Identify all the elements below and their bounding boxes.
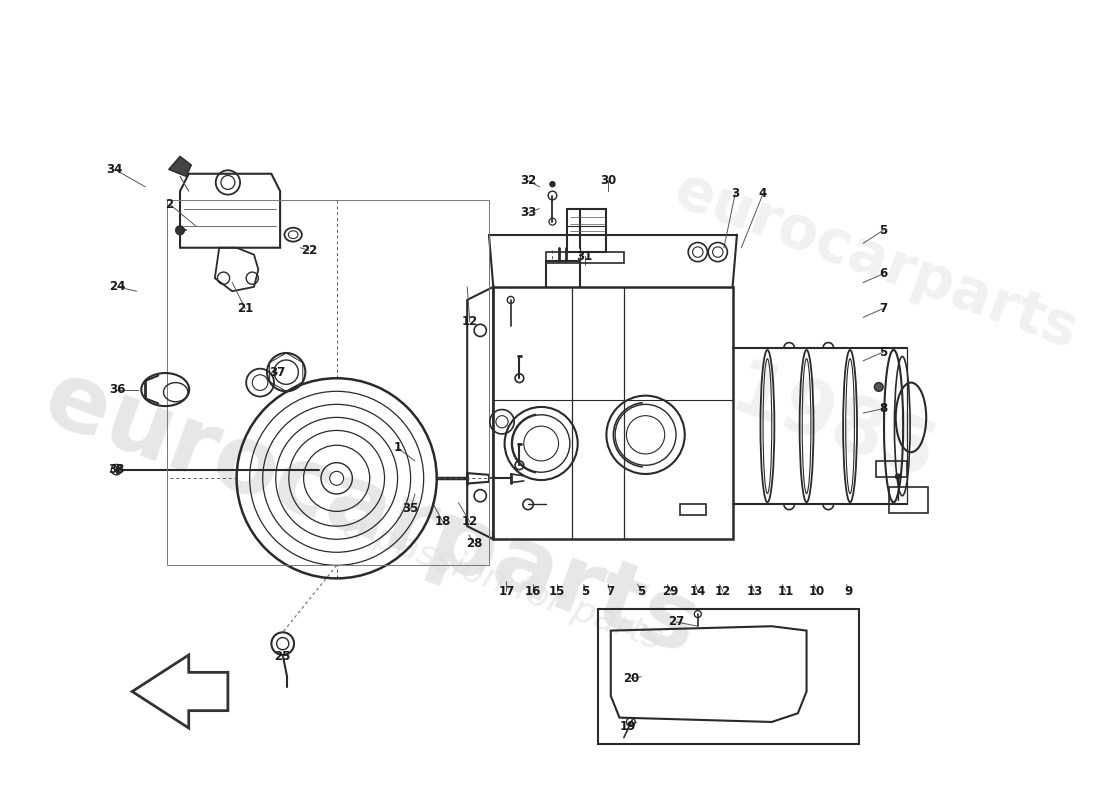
Bar [546,252,624,262]
Text: 6: 6 [879,267,888,280]
Text: 19: 19 [620,720,637,733]
Text: 5: 5 [637,585,646,598]
Text: 28: 28 [466,537,482,550]
Bar [597,609,859,744]
Text: 3: 3 [732,187,739,200]
Text: 11: 11 [778,585,794,598]
Text: 4: 4 [759,187,767,200]
Text: 1985: 1985 [720,355,945,498]
Text: 15: 15 [549,585,565,598]
Text: a passion for parts: a passion for parts [338,509,667,656]
Bar [889,487,928,513]
Text: 5: 5 [879,224,888,237]
Circle shape [895,474,901,479]
Circle shape [176,226,185,234]
Text: 25: 25 [275,650,290,663]
Bar [877,461,906,477]
Text: 32: 32 [520,174,536,187]
Text: 13: 13 [746,585,762,598]
Text: 34: 34 [107,163,123,176]
Text: 36: 36 [109,383,125,396]
Text: 5: 5 [582,585,590,598]
Text: 35: 35 [403,502,419,515]
Text: 20: 20 [623,672,639,685]
Text: 33: 33 [520,206,536,219]
Text: 7: 7 [606,585,614,598]
Text: 12: 12 [715,585,732,598]
Bar [568,209,606,252]
Polygon shape [168,156,191,176]
Text: 29: 29 [662,585,679,598]
Text: 30: 30 [600,174,616,187]
Text: 9: 9 [844,585,852,598]
Text: 18: 18 [434,515,451,528]
Text: 14: 14 [690,585,706,598]
Bar [681,505,706,515]
Text: eurocarparts: eurocarparts [32,352,711,674]
Text: 7: 7 [879,302,888,315]
Text: 10: 10 [808,585,825,598]
Bar [493,287,733,539]
Text: 37: 37 [270,366,286,378]
Text: 24: 24 [109,280,125,294]
Text: 5: 5 [879,346,888,358]
Text: 38: 38 [108,463,124,476]
Text: 17: 17 [498,585,515,598]
Text: 8: 8 [879,402,888,415]
Text: 1: 1 [394,442,402,454]
Circle shape [874,382,883,391]
Bar [167,200,488,566]
Text: 2: 2 [165,198,174,210]
Text: 21: 21 [238,302,253,315]
Text: 22: 22 [300,244,317,257]
Text: 31: 31 [576,250,593,263]
Text: 12: 12 [462,515,477,528]
Text: eurocarparts: eurocarparts [667,162,1086,360]
Text: 16: 16 [525,585,541,598]
Text: 27: 27 [668,615,684,628]
Circle shape [550,182,556,187]
Text: 12: 12 [462,315,477,328]
